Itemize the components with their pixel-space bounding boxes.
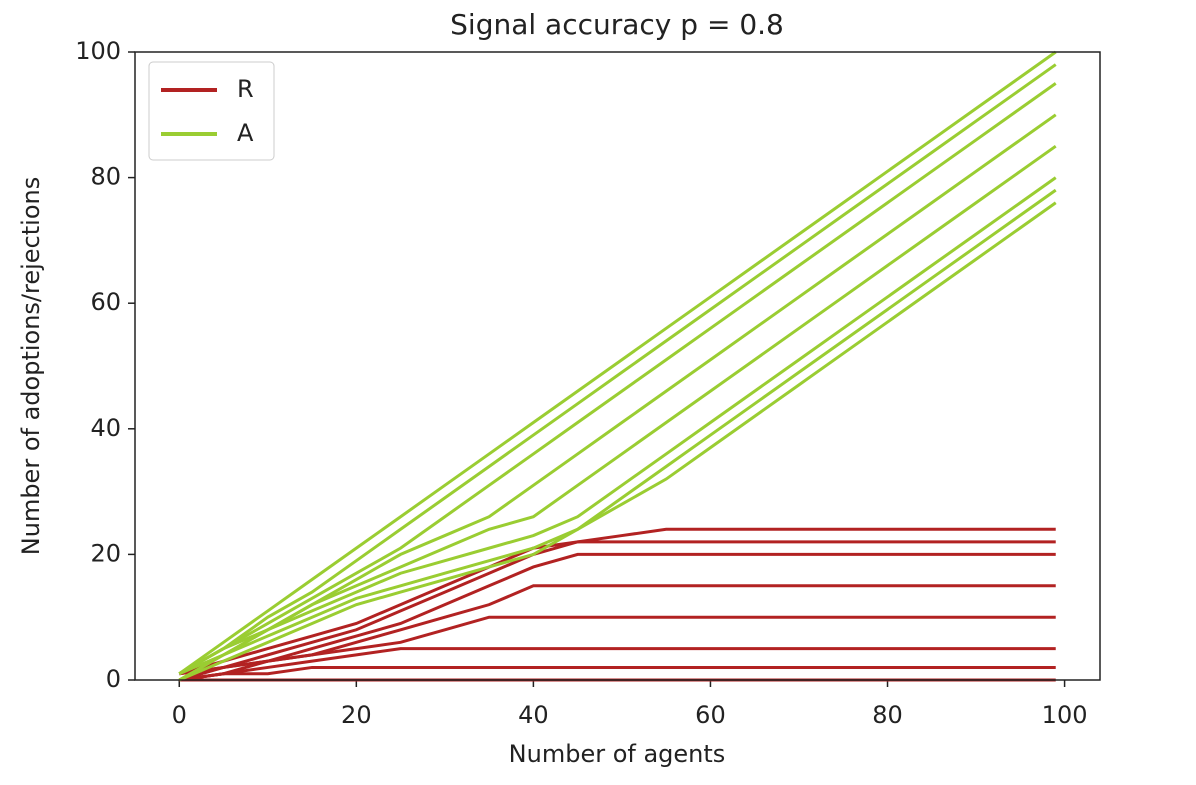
- plot-frame: [134, 51, 1101, 681]
- run-line: [178, 113, 1057, 682]
- run-line: [178, 50, 1057, 675]
- x-tick-label: 60: [695, 701, 726, 729]
- chart-title: Signal accuracy p = 0.8: [450, 8, 784, 41]
- run-line: [178, 201, 1057, 682]
- run-line: [179, 584, 1056, 682]
- x-tick-label: 0: [172, 701, 187, 729]
- legend-label: A: [237, 119, 254, 147]
- run-line: [178, 144, 1057, 676]
- x-tick-label: 100: [1042, 701, 1088, 729]
- run-line: [179, 552, 1056, 676]
- run-line: [179, 615, 1056, 676]
- y-tick-label: 60: [90, 288, 121, 316]
- run-line: [178, 188, 1057, 676]
- x-tick-label: 40: [518, 701, 549, 729]
- run-line: [178, 540, 1056, 682]
- run-line: [178, 63, 1057, 676]
- legend-box: [148, 61, 275, 161]
- y-tick-label: 20: [90, 539, 121, 567]
- run-line: [178, 527, 1056, 676]
- x-tick-label: 20: [341, 701, 372, 729]
- y-tick-label: 0: [106, 665, 121, 693]
- run-line: [178, 82, 1057, 676]
- legend-label: R: [237, 75, 254, 103]
- y-tick-label: 40: [90, 414, 121, 442]
- run-line: [179, 647, 1056, 682]
- y-axis-label: Number of adoptions/rejections: [17, 177, 45, 555]
- y-tick-label: 100: [75, 37, 121, 65]
- y-tick-label: 80: [90, 163, 121, 191]
- x-tick-label: 80: [872, 701, 903, 729]
- run-line: [178, 176, 1057, 682]
- run-line: [179, 665, 1056, 682]
- x-axis-label: Number of agents: [509, 740, 726, 768]
